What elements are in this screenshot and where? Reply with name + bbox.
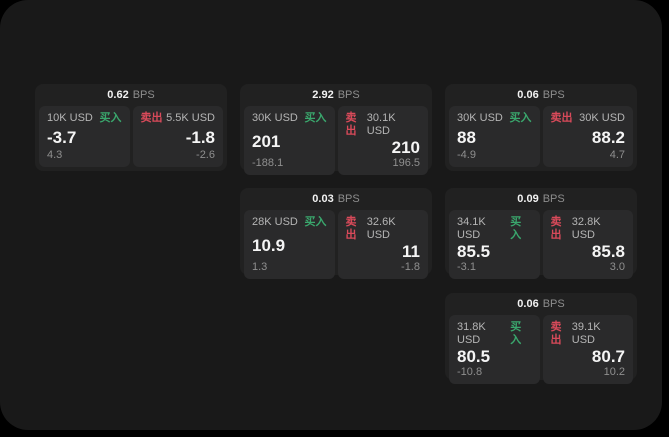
bps-value: 0.06 xyxy=(517,89,539,101)
buy-tile[interactable]: 34.1K USD 买入 85.5 -3.1 xyxy=(449,210,540,279)
sell-delta: 10.2 xyxy=(603,366,625,378)
bps-unit-label: BPS xyxy=(337,193,360,205)
bps-header: 0.06 BPS xyxy=(445,293,637,315)
spread-card: 0.62 BPS 10K USD 买入 -3.7 4.3 卖出 5.5K USD… xyxy=(35,84,227,171)
bps-unit-label: BPS xyxy=(542,89,565,101)
bps-value: 0.06 xyxy=(517,298,539,310)
sell-amount: 30K USD xyxy=(579,112,625,124)
bps-unit-label: BPS xyxy=(542,298,565,310)
sell-price: 11 xyxy=(402,242,420,261)
sell-label: 卖出 xyxy=(345,216,357,241)
buy-delta: -4.9 xyxy=(457,149,476,161)
buy-label: 买入 xyxy=(510,216,522,241)
sell-delta: -2.6 xyxy=(196,149,215,161)
buy-price: -3.7 xyxy=(47,127,77,147)
buy-price: 88 xyxy=(457,127,476,147)
buy-tile[interactable]: 28K USD 买入 10.9 1.3 xyxy=(244,210,335,279)
bps-unit-label: BPS xyxy=(132,89,155,101)
sell-tile[interactable]: 卖出 30.1K USD 210 196.5 xyxy=(337,106,428,175)
sell-amount: 5.5K USD xyxy=(166,112,215,124)
sell-tile[interactable]: 卖出 5.5K USD -1.8 -2.6 xyxy=(132,106,223,167)
buy-amount: 28K USD xyxy=(252,216,298,228)
buy-delta: 1.3 xyxy=(252,261,268,273)
sell-tile[interactable]: 卖出 30K USD 88.2 4.7 xyxy=(542,106,633,167)
sell-tile[interactable]: 卖出 39.1K USD 80.7 10.2 xyxy=(542,315,633,384)
sell-label: 卖出 xyxy=(550,321,562,346)
buy-delta: -188.1 xyxy=(252,157,284,169)
sell-amount: 39.1K USD xyxy=(571,321,601,346)
sell-price: 210 xyxy=(391,138,420,157)
spread-card: 0.09 BPS 34.1K USD 买入 85.5 -3.1 卖出 32.8K… xyxy=(445,188,637,279)
buy-amount: 30K USD xyxy=(457,112,503,124)
buy-label: 买入 xyxy=(509,112,532,124)
bps-value: 0.09 xyxy=(517,193,539,205)
buy-amount: 34.1K USD xyxy=(457,216,486,241)
sell-price: 80.7 xyxy=(591,347,625,366)
bps-header: 0.09 BPS xyxy=(445,188,637,210)
spread-card: 0.06 BPS 31.8K USD 买入 80.5 -10.8 卖出 39.1… xyxy=(445,293,637,384)
sell-label: 卖出 xyxy=(550,216,562,241)
buy-amount: 30K USD xyxy=(252,112,298,124)
trading-dashboard-window: 0.62 BPS 10K USD 买入 -3.7 4.3 卖出 5.5K USD… xyxy=(0,0,662,430)
sell-delta: -1.8 xyxy=(401,261,420,273)
sell-amount: 32.6K USD xyxy=(366,216,396,241)
sell-price: -1.8 xyxy=(185,127,215,147)
buy-tile[interactable]: 30K USD 买入 88 -4.9 xyxy=(449,106,540,167)
buy-price: 201 xyxy=(252,131,281,151)
buy-tile[interactable]: 31.8K USD 买入 80.5 -10.8 xyxy=(449,315,540,384)
buy-label: 买入 xyxy=(304,112,327,124)
sell-amount: 32.8K USD xyxy=(571,216,601,241)
buy-amount: 10K USD xyxy=(47,112,93,124)
sell-price: 88.2 xyxy=(591,127,625,147)
bps-header: 0.06 BPS xyxy=(445,84,637,106)
bps-header: 0.03 BPS xyxy=(240,188,432,210)
sell-label: 卖出 xyxy=(140,112,163,124)
buy-delta: 4.3 xyxy=(47,149,63,161)
buy-amount: 31.8K USD xyxy=(457,321,486,346)
spread-card: 0.06 BPS 30K USD 买入 88 -4.9 卖出 30K USD 8… xyxy=(445,84,637,171)
sell-tile[interactable]: 卖出 32.8K USD 85.8 3.0 xyxy=(542,210,633,279)
sell-label: 卖出 xyxy=(550,112,573,124)
bps-header: 0.62 BPS xyxy=(35,84,227,106)
buy-tile[interactable]: 30K USD 买入 201 -188.1 xyxy=(244,106,335,175)
buy-delta: -10.8 xyxy=(457,366,483,378)
bps-value: 0.62 xyxy=(107,89,129,101)
bps-value: 0.03 xyxy=(312,193,334,205)
sell-tile[interactable]: 卖出 32.6K USD 11 -1.8 xyxy=(337,210,428,279)
buy-price: 85.5 xyxy=(457,242,491,261)
bps-value: 2.92 xyxy=(312,89,334,101)
bps-unit-label: BPS xyxy=(337,89,360,101)
sell-delta: 196.5 xyxy=(392,157,420,169)
sell-delta: 3.0 xyxy=(609,261,625,273)
sell-label: 卖出 xyxy=(345,112,357,137)
spread-card: 2.92 BPS 30K USD 买入 201 -188.1 卖出 30.1K … xyxy=(240,84,432,175)
buy-label: 买入 xyxy=(304,216,327,228)
sell-amount: 30.1K USD xyxy=(366,112,396,137)
buy-label: 买入 xyxy=(510,321,522,346)
sell-delta: 4.7 xyxy=(609,149,625,161)
buy-label: 买入 xyxy=(99,112,122,124)
bps-unit-label: BPS xyxy=(542,193,565,205)
buy-delta: -3.1 xyxy=(457,261,476,273)
buy-price: 80.5 xyxy=(457,347,491,366)
bps-header: 2.92 BPS xyxy=(240,84,432,106)
sell-price: 85.8 xyxy=(591,242,625,261)
spread-card: 0.03 BPS 28K USD 买入 10.9 1.3 卖出 32.6K US… xyxy=(240,188,432,279)
buy-price: 10.9 xyxy=(252,235,286,255)
buy-tile[interactable]: 10K USD 买入 -3.7 4.3 xyxy=(39,106,130,167)
